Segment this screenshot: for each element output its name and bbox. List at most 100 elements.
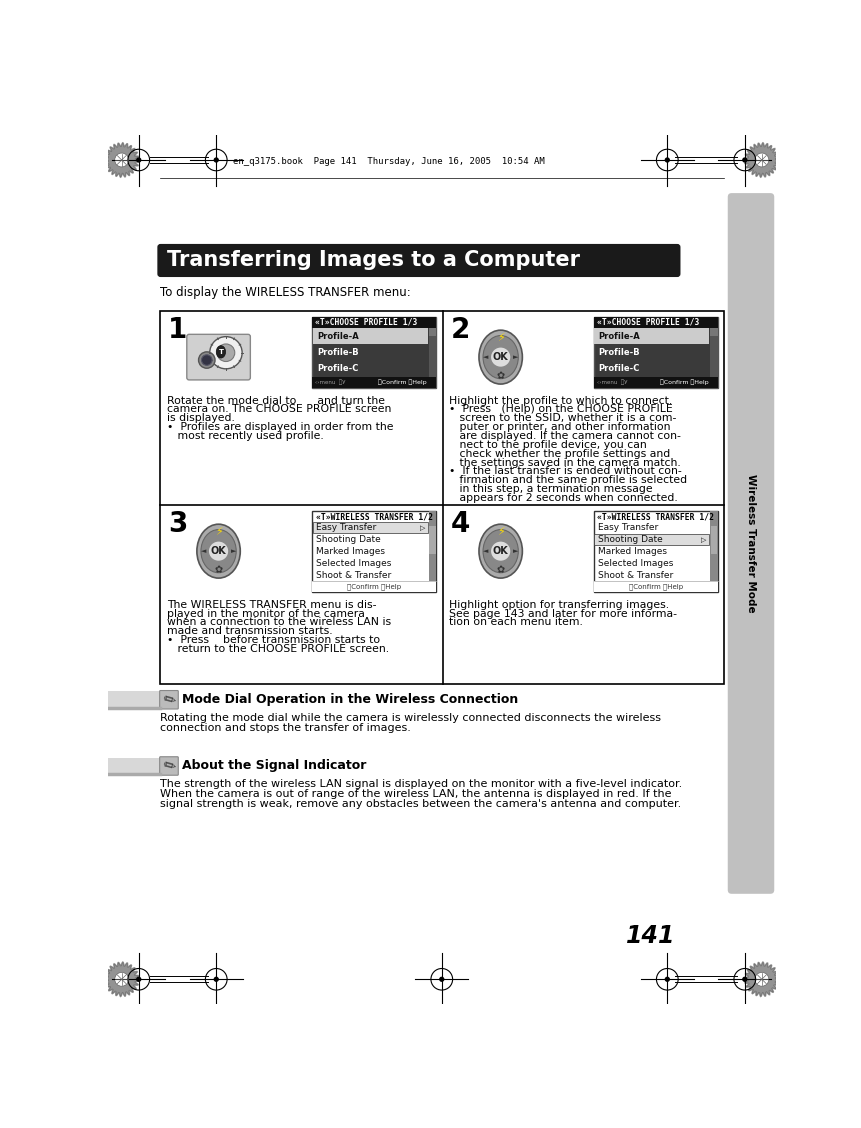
Circle shape [742,158,746,162]
Circle shape [217,344,234,361]
Text: Shooting Date: Shooting Date [316,535,381,544]
Text: ⚡: ⚡ [496,527,504,537]
Text: When the camera is out of range of the wireless LAN, the antenna is displayed in: When the camera is out of range of the w… [160,790,672,799]
Text: ✿: ✿ [496,565,505,575]
Text: 141: 141 [625,924,674,949]
Ellipse shape [201,530,236,573]
Circle shape [198,352,214,368]
Text: played in the monitor of the camera: played in the monitor of the camera [166,608,364,618]
Bar [312,317,436,388]
FancyBboxPatch shape [158,244,679,277]
Text: nect to the profile device, you can: nect to the profile device, you can [449,440,646,450]
Circle shape [754,153,768,167]
Polygon shape [744,143,778,177]
Text: Shoot & Transfer: Shoot & Transfer [597,571,672,580]
Text: «T»CHOOSE PROFILE 1/3: «T»CHOOSE PROFILE 1/3 [315,318,418,327]
Ellipse shape [479,331,522,384]
Text: •  Profiles are displayed in order from the: • Profiles are displayed in order from t… [166,422,393,432]
Circle shape [665,977,668,981]
Circle shape [214,158,218,162]
Text: Marked Images: Marked Images [316,547,385,556]
Bar [594,535,709,545]
Text: signal strength is weak, remove any obstacles between the camera's antenna and c: signal strength is weak, remove any obst… [160,799,681,809]
Bar [313,522,427,534]
Circle shape [115,972,128,986]
FancyBboxPatch shape [187,334,250,380]
Text: About the Signal Indicator: About the Signal Indicator [182,759,366,773]
Text: The WIRELESS TRANSFER menu is dis-: The WIRELESS TRANSFER menu is dis- [166,600,375,609]
Text: OK: OK [492,352,508,362]
Text: ►: ► [231,548,236,554]
Circle shape [490,347,511,368]
Bar [312,377,436,388]
Bar [593,581,717,592]
Polygon shape [104,962,139,996]
Text: the settings saved in the camera match.: the settings saved in the camera match. [449,458,679,468]
Text: Highlight the profile to which to connect.: Highlight the profile to which to connec… [449,396,672,406]
Text: OK: OK [210,546,226,556]
Text: ▷: ▷ [419,525,425,531]
Text: en_q3175.book  Page 141  Thursday, June 16, 2005  10:54 AM: en_q3175.book Page 141 Thursday, June 16… [233,157,544,166]
Text: ►: ► [512,548,517,554]
Polygon shape [744,962,778,996]
FancyBboxPatch shape [159,757,178,775]
Text: 4: 4 [449,510,469,538]
Text: Rotating the mode dial while the camera is wirelessly connected disconnects the : Rotating the mode dial while the camera … [160,713,660,723]
Text: ⒿConfirm ⓖHelp: ⒿConfirm ⓖHelp [347,583,401,590]
Bar [312,511,436,592]
Text: •  If the last transfer is ended without con-: • If the last transfer is ended without … [449,467,681,476]
Text: firmation and the same profile is selected: firmation and the same profile is select… [449,475,686,485]
Bar [709,511,717,581]
Text: 1: 1 [168,316,187,344]
Ellipse shape [482,530,517,573]
Text: ⒿConfirm ⓖHelp: ⒿConfirm ⓖHelp [378,380,426,386]
Bar [428,511,436,581]
Text: ⒿConfirm ⓖHelp: ⒿConfirm ⓖHelp [659,380,708,386]
Text: Selected Images: Selected Images [316,558,391,567]
Bar [593,317,717,388]
Text: 3: 3 [168,510,188,538]
Text: Shoot & Transfer: Shoot & Transfer [316,571,391,580]
Text: is displayed.: is displayed. [166,413,234,423]
Text: The strength of the wireless LAN signal is displayed on the monitor with a five-: The strength of the wireless LAN signal … [160,779,682,790]
Text: Profile-B: Profile-B [598,349,639,356]
Text: Marked Images: Marked Images [597,547,666,556]
Text: return to the CHOOSE PROFILE screen.: return to the CHOOSE PROFILE screen. [166,644,388,654]
Text: ‹›menu  ⒸУ: ‹›menu ⒸУ [315,380,345,386]
Text: Profile-C: Profile-C [598,364,639,373]
Bar [593,511,717,592]
Text: Rotate the mode dial to      and turn the: Rotate the mode dial to and turn the [166,396,384,406]
Text: Profile-B: Profile-B [317,349,358,356]
Text: most recently used profile.: most recently used profile. [166,431,323,441]
Text: check whether the profile settings and: check whether the profile settings and [449,449,669,459]
Circle shape [214,977,218,981]
Text: ▷: ▷ [701,537,706,543]
Bar [709,526,716,554]
Bar [312,317,436,328]
Text: when a connection to the wireless LAN is: when a connection to the wireless LAN is [166,617,390,627]
FancyBboxPatch shape [159,690,178,710]
Ellipse shape [196,525,240,579]
Circle shape [742,977,746,981]
Text: T: T [218,349,223,355]
Text: tion on each menu item.: tion on each menu item. [449,617,582,627]
Text: Wireless Transfer Mode: Wireless Transfer Mode [745,474,755,613]
Bar [313,328,427,344]
Text: ⒿConfirm ⓖHelp: ⒿConfirm ⓖHelp [628,583,682,590]
Text: in this step, a termination message: in this step, a termination message [449,484,652,494]
Text: ◄: ◄ [482,548,488,554]
Bar [160,311,723,684]
Text: puter or printer, and other information: puter or printer, and other information [449,422,670,432]
Text: •  Press   (Help) on the CHOOSE PROFILE: • Press (Help) on the CHOOSE PROFILE [449,405,672,414]
Text: ‹›menu  ⒸУ: ‹›menu ⒸУ [596,380,627,386]
Circle shape [490,541,511,562]
Text: Easy Transfer: Easy Transfer [316,523,376,532]
Circle shape [665,158,668,162]
Text: 2: 2 [449,316,469,344]
Circle shape [115,153,128,167]
Text: ⚡: ⚡ [496,333,504,343]
Text: Shooting Date: Shooting Date [597,535,661,544]
Text: camera on. The CHOOSE PROFILE screen: camera on. The CHOOSE PROFILE screen [166,405,391,414]
Text: Transferring Images to a Computer: Transferring Images to a Computer [166,250,579,271]
Text: Mode Dial Operation in the Wireless Connection: Mode Dial Operation in the Wireless Conn… [182,694,517,706]
